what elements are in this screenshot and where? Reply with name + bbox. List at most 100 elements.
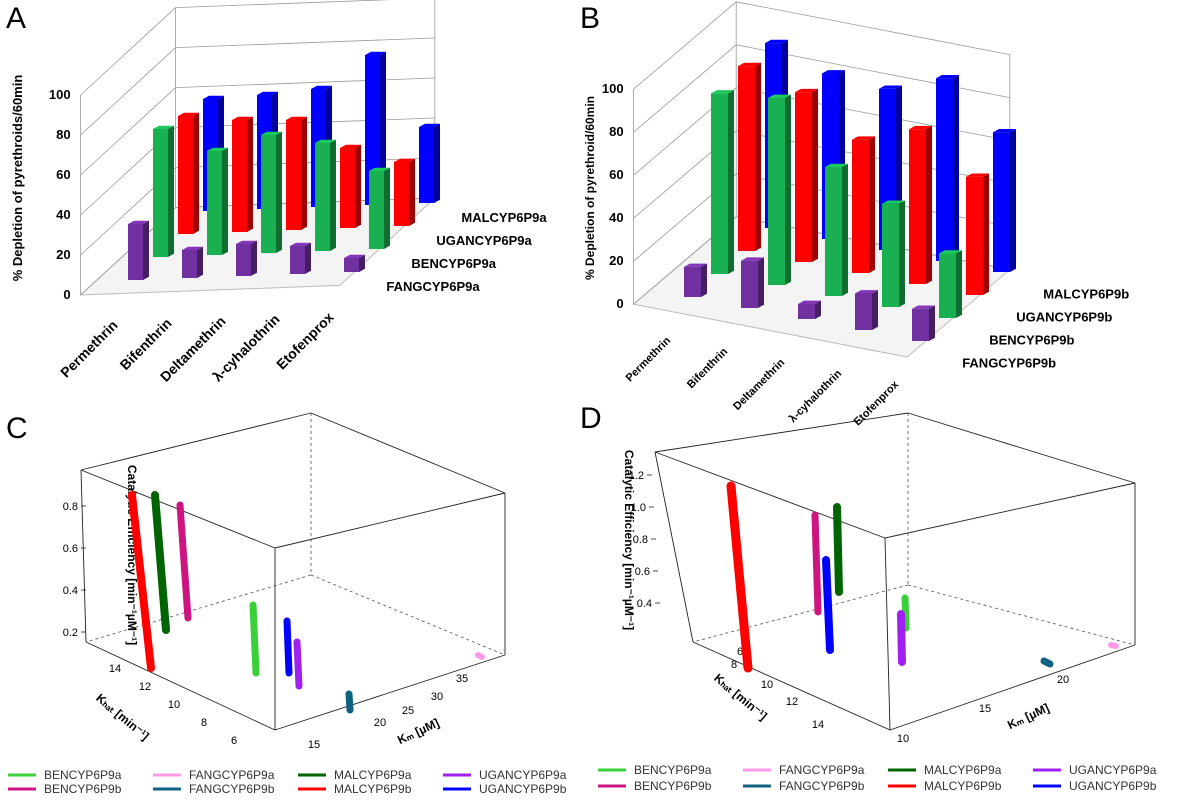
x-tick-label: 15 bbox=[979, 703, 991, 715]
y-tick-label: 100 bbox=[602, 81, 624, 96]
bar-top bbox=[966, 173, 989, 177]
box-edge bbox=[884, 537, 891, 731]
bar-side bbox=[1010, 128, 1016, 272]
gridline-left bbox=[80, 87, 176, 176]
x-tick-label: Permethrin bbox=[624, 335, 674, 385]
bar-top bbox=[822, 70, 845, 74]
bar-side bbox=[701, 263, 707, 297]
bar-side bbox=[953, 74, 959, 261]
bar-side bbox=[758, 257, 764, 308]
bar-top bbox=[153, 125, 174, 129]
bar-side bbox=[755, 62, 761, 251]
bar-top bbox=[711, 90, 734, 94]
y-tick-label: 12 bbox=[139, 681, 151, 693]
y-tick-label: 60 bbox=[56, 167, 70, 182]
z-tick-label: 0.4 bbox=[637, 598, 652, 610]
bar-side bbox=[222, 147, 228, 255]
gridline-back bbox=[736, 1, 1010, 55]
bar-bencyp6p9b-permethrin bbox=[711, 90, 734, 275]
bar-top bbox=[939, 250, 962, 254]
y-tick-label: 40 bbox=[609, 210, 623, 225]
point-malcyp6p9a bbox=[151, 491, 170, 634]
bar-fangcyp6p9b-cyhalothrin bbox=[855, 290, 878, 330]
bar-top bbox=[311, 85, 332, 89]
bar-front bbox=[178, 116, 193, 234]
y-tick-label: 100 bbox=[49, 87, 71, 102]
bar-top bbox=[798, 300, 821, 304]
legend-label-fangcyp6p9b: FANGCYP6P9b bbox=[779, 779, 865, 793]
box-edge bbox=[884, 482, 1136, 539]
bar-top bbox=[203, 95, 224, 99]
bar-top bbox=[765, 39, 788, 44]
bar-front bbox=[419, 127, 434, 203]
box-hidden-edge bbox=[692, 584, 909, 643]
bar-top bbox=[855, 290, 878, 294]
depth-tick-label: MALCYP6P9a bbox=[461, 210, 547, 225]
bar-front bbox=[261, 135, 276, 253]
bar-front bbox=[768, 97, 785, 285]
bar-side bbox=[143, 220, 149, 280]
box-edge bbox=[274, 492, 506, 549]
point-ugancyp6p9a bbox=[897, 610, 906, 666]
bar-malcyp6p9b-cyhalothrin bbox=[936, 74, 959, 261]
bar-top bbox=[344, 254, 365, 258]
bar-front bbox=[153, 129, 168, 257]
bar-front bbox=[852, 139, 869, 273]
point-malcyp6p9b bbox=[128, 491, 155, 672]
bar-top bbox=[257, 91, 278, 95]
bar-ugancyp6p9b-permethrin bbox=[738, 62, 761, 251]
gridline-left bbox=[633, 44, 737, 133]
y-tick-label: 6 bbox=[231, 735, 237, 747]
bar-bencyp6p9a-deltamethrin bbox=[261, 131, 282, 253]
box-edge bbox=[692, 641, 891, 731]
point-bencyp6p9a bbox=[249, 601, 260, 677]
box-hidden-edge bbox=[85, 574, 312, 643]
x-tick-label: 15 bbox=[308, 739, 320, 751]
box-edge bbox=[654, 412, 909, 453]
y-tick-label: 80 bbox=[56, 127, 70, 142]
bar-fangcyp6p9a-etofenprox bbox=[344, 254, 365, 272]
bar-bencyp6p9b-etofenprox bbox=[939, 250, 962, 318]
bar-side bbox=[983, 173, 989, 295]
legend-label-ugancyp6p9a: UGANCYP6P9a bbox=[1069, 763, 1157, 777]
bar-top bbox=[286, 116, 307, 120]
gridline-back bbox=[175, 0, 392, 8]
box-edge bbox=[654, 451, 886, 539]
box-hidden-edge bbox=[310, 574, 506, 656]
bar-front bbox=[711, 93, 728, 275]
bar-side bbox=[434, 123, 440, 203]
bar-ugancyp6p9a-bifenthrin bbox=[232, 116, 253, 232]
box-edge bbox=[80, 469, 87, 643]
bar-bencyp6p9b-bifenthrin bbox=[768, 94, 791, 286]
x-tick-label: Deltamethrin bbox=[731, 357, 787, 413]
bar-malcyp6p9b-etofenprox bbox=[993, 128, 1016, 272]
bar-top bbox=[738, 62, 761, 67]
bar-top bbox=[315, 139, 336, 143]
depth-tick-label: FANGCYP6P9b bbox=[962, 356, 1056, 371]
y-tick-label: 10 bbox=[761, 679, 773, 691]
panel-label-b: B bbox=[580, 2, 600, 35]
bar-bencyp6p9b-cyhalothrin bbox=[882, 200, 905, 307]
y-tick-label: 80 bbox=[609, 124, 623, 139]
bar-side bbox=[251, 240, 257, 276]
depth-tick-label: MALCYP6P9b bbox=[1043, 287, 1129, 302]
x-tick-label: 35 bbox=[456, 673, 468, 685]
z-tick-label: 0.8 bbox=[63, 501, 78, 513]
bar-bencyp6p9a-etofenprox bbox=[369, 167, 390, 249]
y-tick-label: 14 bbox=[812, 719, 824, 731]
y-tick-label: 12 bbox=[786, 696, 798, 708]
bar-ugancyp6p9a-permethrin bbox=[178, 112, 199, 234]
gridline-left bbox=[80, 7, 176, 96]
y-tick-label: 0 bbox=[63, 287, 70, 302]
bar-front bbox=[936, 78, 953, 261]
bar-top bbox=[684, 263, 707, 267]
point-malcyp6p9a bbox=[833, 503, 843, 596]
bar-side bbox=[359, 254, 365, 272]
y-tick-label: 40 bbox=[56, 207, 70, 222]
bar-side bbox=[812, 88, 818, 262]
bar-front bbox=[798, 303, 815, 319]
box-edge bbox=[310, 412, 506, 494]
box-edge bbox=[85, 641, 276, 731]
bar-front bbox=[912, 308, 929, 341]
